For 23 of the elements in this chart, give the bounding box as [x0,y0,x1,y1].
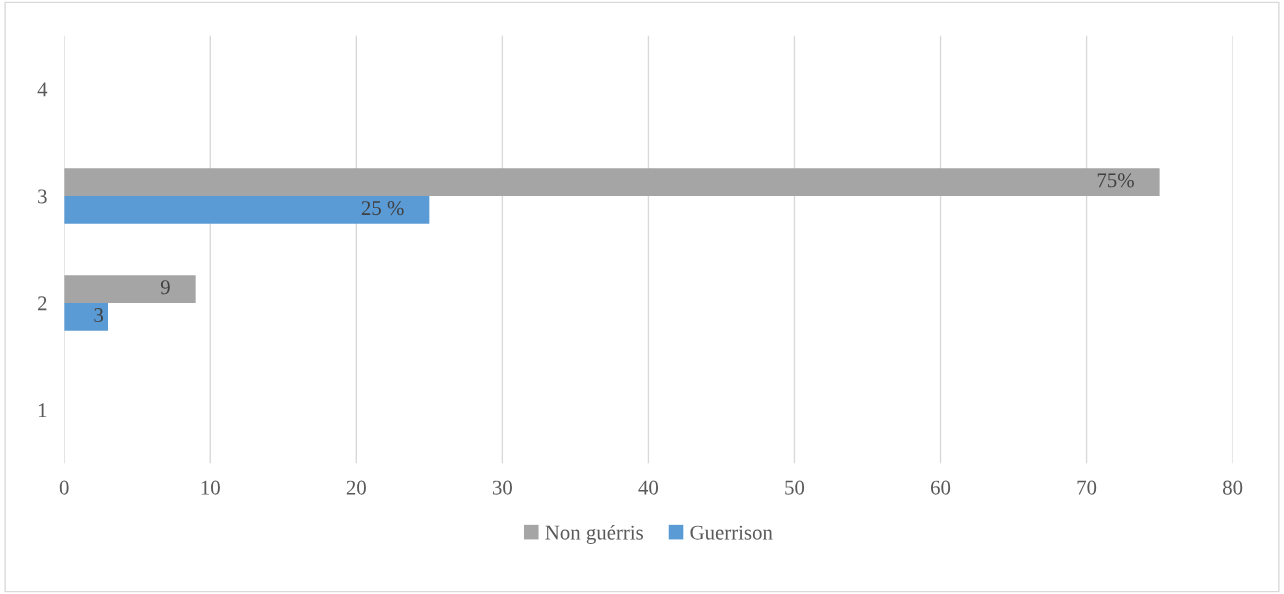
x-tick-label: 20 [346,480,366,495]
legend-label: Guerrison [690,525,773,540]
bar [64,275,196,303]
x-tick-label: 80 [1223,480,1243,495]
y-tick-label: 2 [38,296,47,311]
y-tick-label: 1 [38,403,47,418]
x-tick-label: 40 [638,480,659,495]
x-tick-label: 50 [785,480,805,495]
x-tick-label: 70 [1077,480,1097,495]
bar [64,196,430,224]
data-label: 9 [160,280,170,295]
x-tick-label: 10 [201,480,220,495]
data-label: 25 % [361,201,404,216]
y-tick-label: 3 [38,189,47,204]
data-label: 3 [94,308,104,323]
bar [64,168,1160,197]
legend-label: Non guérris [545,524,643,544]
y-tick-label: 4 [37,82,48,97]
x-tick-label: 0 [59,480,69,495]
bar [64,302,109,331]
data-label: 75% [1097,173,1134,188]
x-tick-label: 60 [931,480,951,495]
x-tick-label: 30 [492,480,512,495]
